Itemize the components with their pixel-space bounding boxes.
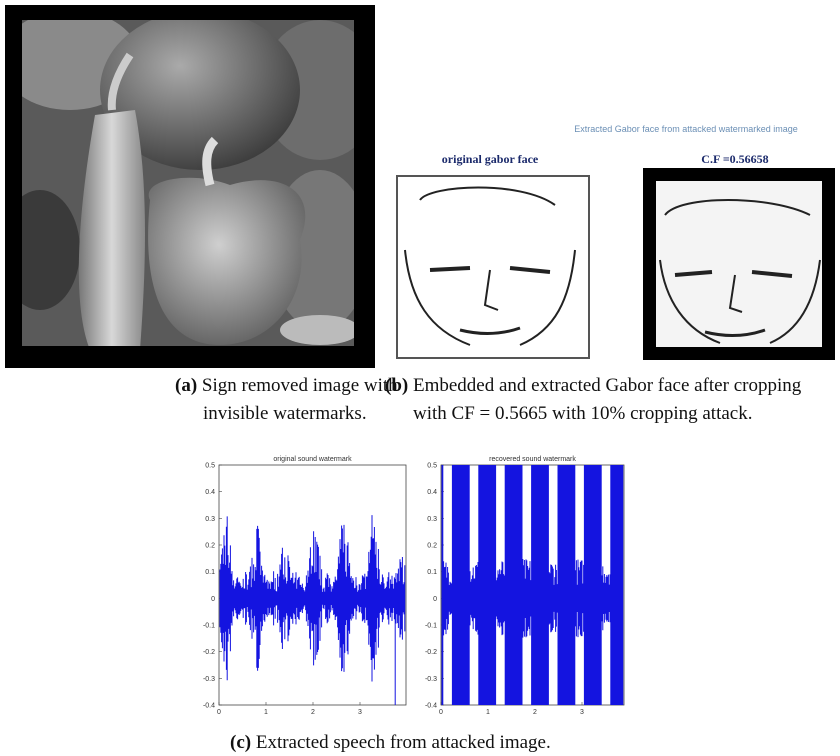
y-tick-label: -0.4 <box>203 703 215 710</box>
y-tick-label: -0.2 <box>425 649 437 656</box>
label: (b) <box>385 375 408 396</box>
x-tick-label: 1 <box>486 709 490 716</box>
plot-title: recovered sound watermark <box>489 456 576 463</box>
x-tick-label: 0 <box>439 709 443 716</box>
y-tick-label: 0 <box>433 596 437 603</box>
caption-b: (b) Embedded and extracted Gabor face af… <box>385 372 833 428</box>
gabor-original <box>397 176 589 358</box>
label: (c) <box>230 732 251 753</box>
page: Extracted Gabor face from attacked water… <box>0 0 840 756</box>
x-tick-label: 0 <box>217 709 221 716</box>
x-tick-label: 1 <box>264 709 268 716</box>
plots: original sound watermark 0.5 0.4 0.3 0.2 0.1 0… <box>203 438 624 756</box>
label: (a) <box>175 375 197 396</box>
y-tick-label: -0.1 <box>203 623 215 630</box>
y-tick-label: 0.1 <box>427 569 437 576</box>
right-title: C.F =0.56658 <box>701 152 768 166</box>
y-tick-label: -0.1 <box>425 623 437 630</box>
y-tick-label: -0.3 <box>203 676 215 683</box>
y-tick-label: 0.4 <box>205 489 215 496</box>
y-tick-label: 0.3 <box>205 516 215 523</box>
y-tick-label: 0.5 <box>205 463 215 470</box>
y-tick-label: 0.1 <box>205 569 215 576</box>
y-tick-label: 0.2 <box>427 543 437 550</box>
y-tick-label: 0 <box>211 596 215 603</box>
left-title: original gabor face <box>442 152 539 166</box>
caption-text: Sign removed image with invisible waterm… <box>202 375 398 424</box>
y-tick-label: 0.3 <box>427 516 437 523</box>
y-tick-label: 0.5 <box>427 463 437 470</box>
y-tick-label: -0.4 <box>425 703 437 710</box>
caption-a: (a) Sign removed image with invisible wa… <box>175 372 408 428</box>
caption-text: Extracted speech from attacked image. <box>256 732 551 753</box>
y-tick-label: 0.4 <box>427 489 437 496</box>
x-tick-label: 3 <box>580 709 584 716</box>
y-tick-label: -0.2 <box>203 649 215 656</box>
y-tick-label: 0.2 <box>205 543 215 550</box>
caption-text: Embedded and extracted Gabor face after … <box>413 375 801 424</box>
x-tick-label: 3 <box>358 709 362 716</box>
header: Extracted Gabor face from attacked water… <box>574 124 798 134</box>
x-tick-label: 2 <box>533 709 537 716</box>
peppers-image <box>0 10 380 350</box>
caption-c: (c) Extracted speech from attacked image… <box>230 729 670 756</box>
y-tick-label: -0.3 <box>425 676 437 683</box>
x-tick-label: 2 <box>311 709 315 716</box>
plot-title: original sound watermark <box>273 456 352 463</box>
